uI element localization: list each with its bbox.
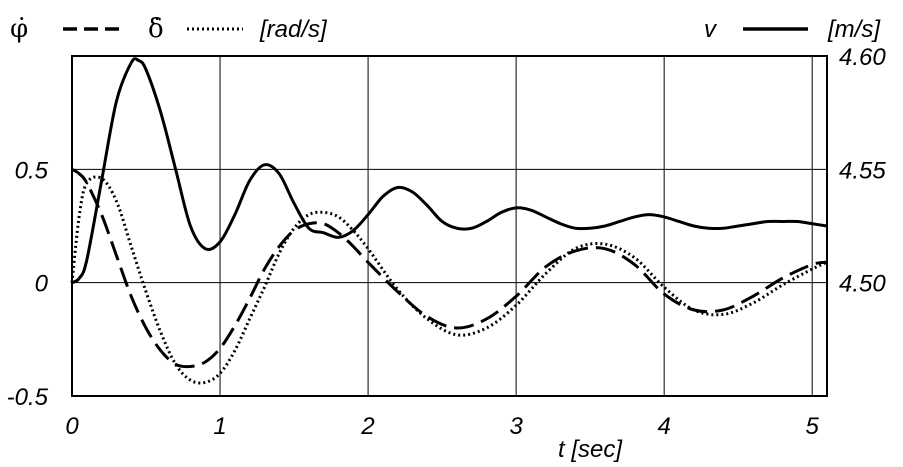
left-axis-ticks: 0.5 0 -0.5 — [7, 157, 49, 411]
x-tick-label: 4 — [657, 413, 670, 440]
x-tick-label: 0 — [65, 413, 79, 440]
grid — [72, 56, 827, 396]
legend-item-v: v — [704, 16, 808, 43]
x-tick-label: 3 — [509, 413, 523, 440]
x-axis-ticks: 0 1 2 3 4 5 — [65, 413, 819, 440]
x-tick-label: 1 — [213, 413, 226, 440]
legend-delta-symbol: δ̇ — [148, 14, 164, 44]
legend-item-phi-dot: φ̇ — [10, 14, 121, 44]
series-delta-dot-line — [70, 175, 828, 385]
left-tick-label: -0.5 — [7, 384, 49, 411]
right-axis-unit-label: [m/s] — [827, 16, 881, 43]
series-layer — [70, 57, 828, 385]
right-tick-label: 4.50 — [839, 271, 886, 298]
series-phi-dot-line — [71, 168, 828, 369]
x-axis-label: t [sec] — [558, 436, 623, 463]
legend-item-delta-dot: δ̇ — [148, 14, 243, 44]
legend-phi-symbol: φ̇ — [10, 14, 28, 44]
right-tick-label: 4.55 — [839, 157, 886, 184]
left-tick-label: 0 — [35, 271, 49, 298]
left-axis-unit-label: [rad/s] — [259, 16, 328, 43]
right-axis-ticks: 4.60 4.55 4.50 — [839, 44, 886, 298]
left-tick-label: 0.5 — [15, 157, 49, 184]
x-tick-label: 2 — [360, 413, 374, 440]
x-tick-label: 5 — [806, 413, 820, 440]
legend: φ̇ δ̇ [rad/s] v [m/s] — [10, 14, 881, 44]
right-tick-label: 4.60 — [839, 44, 886, 71]
series-v-line — [71, 57, 828, 285]
legend-v-symbol: v — [704, 16, 718, 43]
